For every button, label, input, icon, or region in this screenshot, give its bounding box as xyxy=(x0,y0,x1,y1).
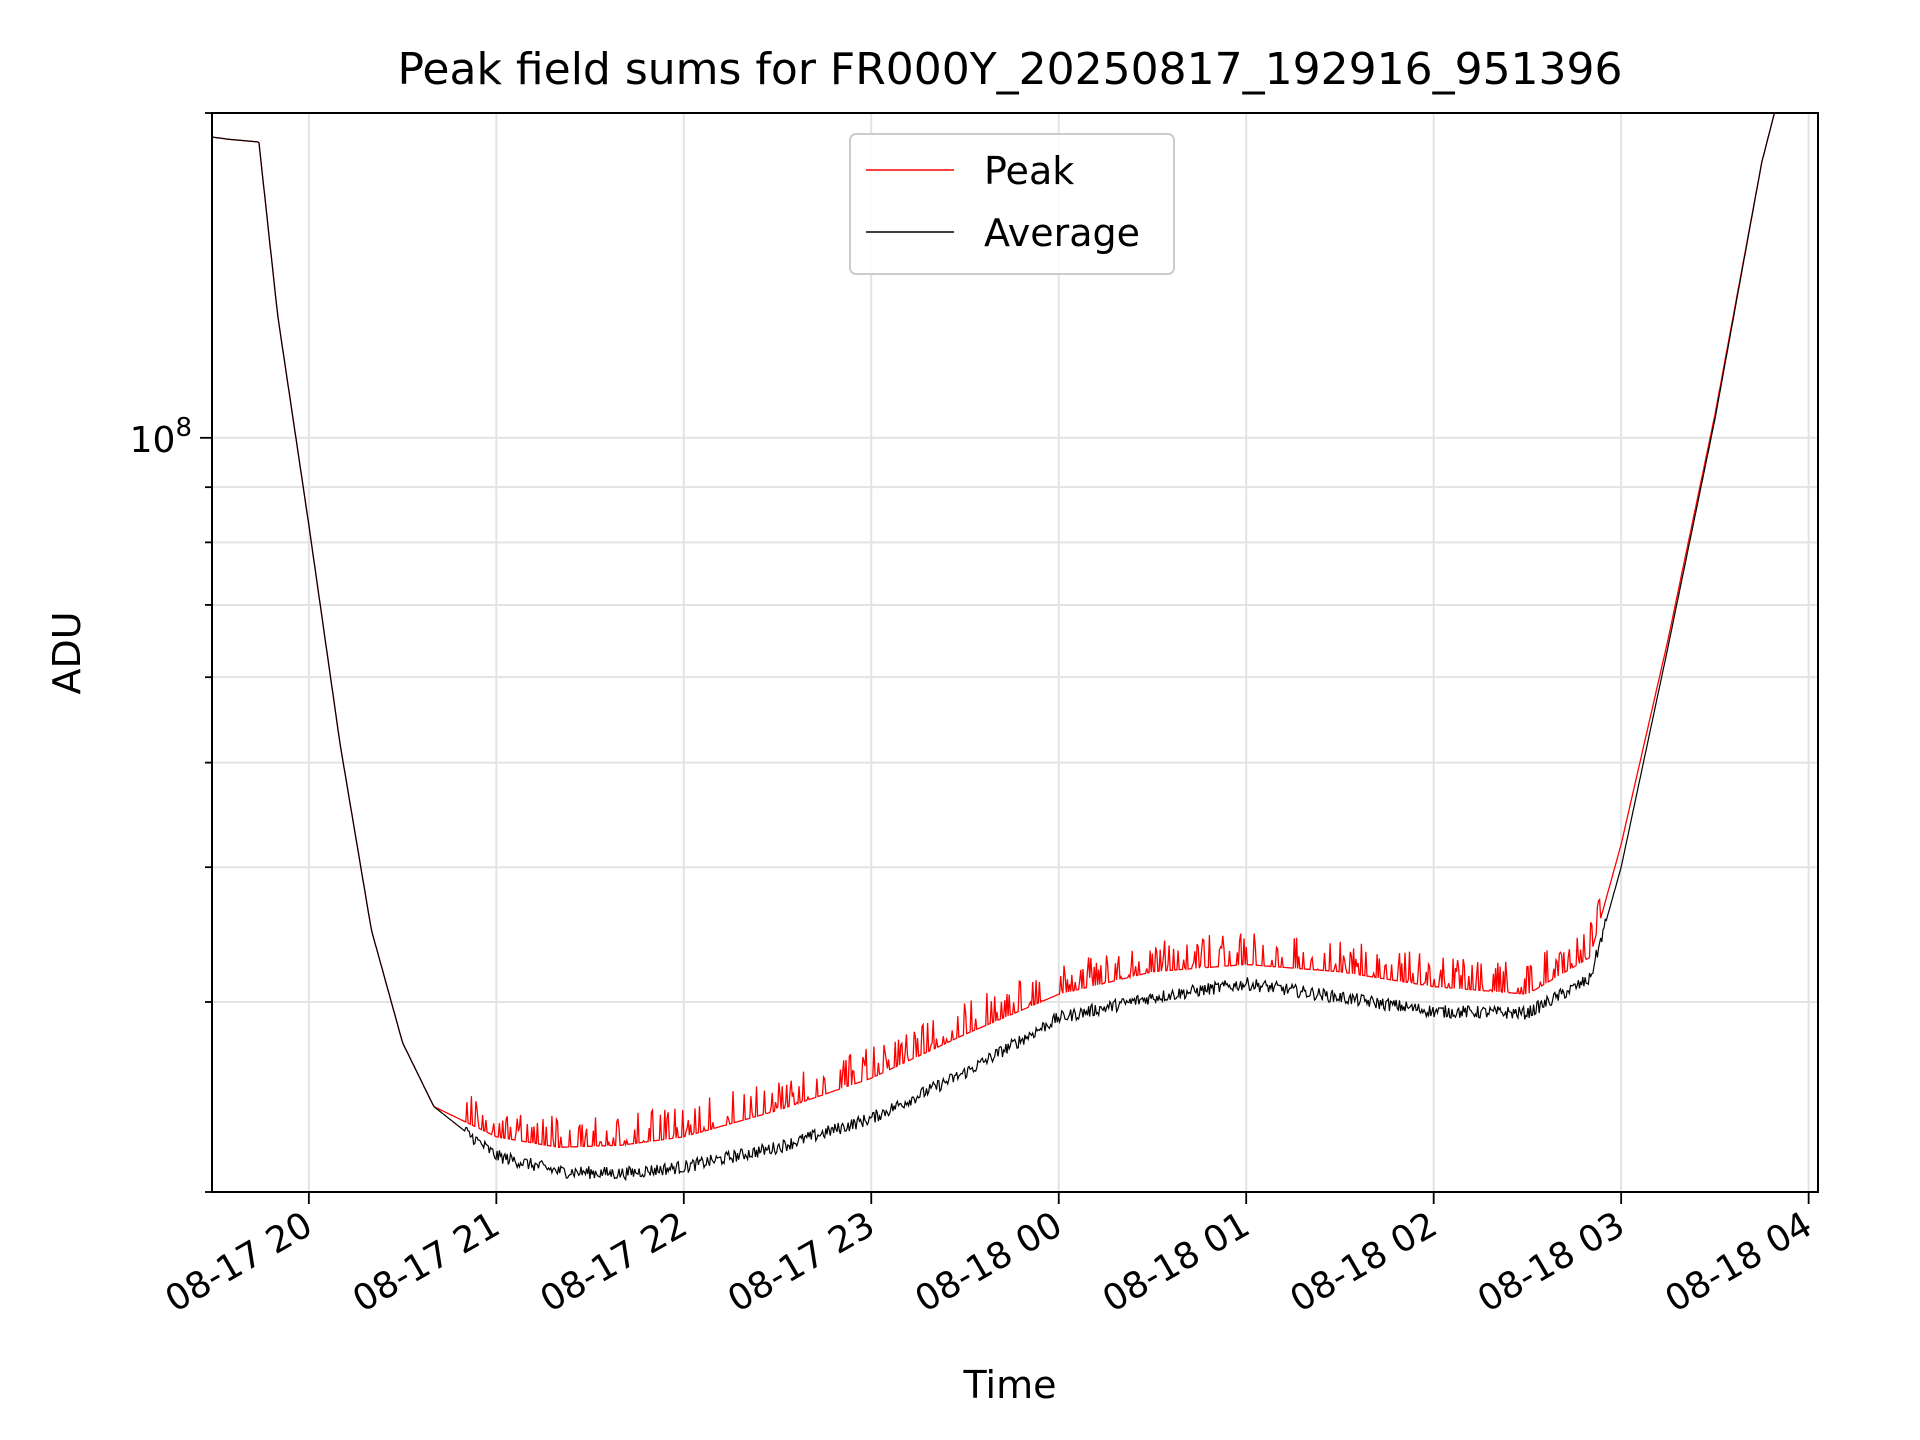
series-line-peak xyxy=(212,113,1776,1148)
y-tick-label: 108 xyxy=(130,413,192,461)
y-axis-label: ADU xyxy=(45,611,89,694)
plot-frame xyxy=(211,112,1819,1193)
legend-label-average: Average xyxy=(984,211,1140,255)
series-layer xyxy=(212,113,1776,1182)
x-axis-label: Time xyxy=(963,1363,1057,1407)
chart-title: Peak field sums for FR000Y_20250817_1929… xyxy=(397,44,1622,95)
series-line-average xyxy=(212,113,1776,1182)
legend: Peak Average xyxy=(849,133,1175,275)
legend-label-peak: Peak xyxy=(984,149,1074,193)
